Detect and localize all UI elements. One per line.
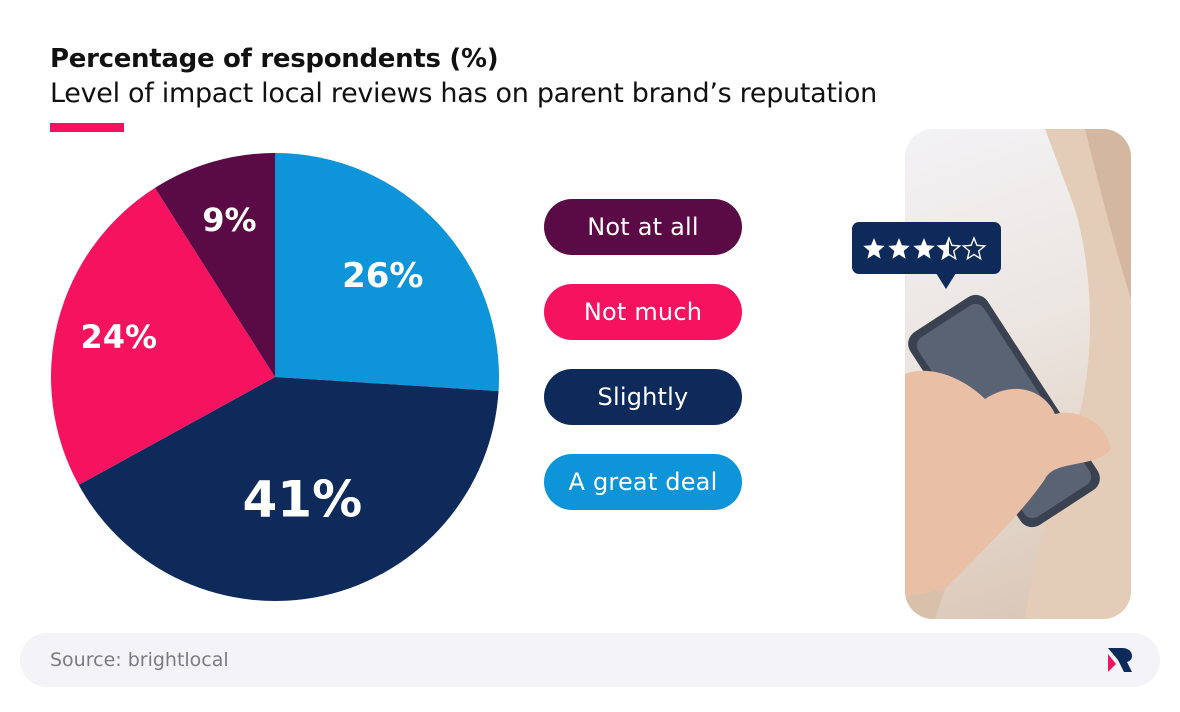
hair-shape (1085, 129, 1131, 299)
footer-bar: Source: brightlocal (20, 633, 1160, 687)
bubble-tail (936, 273, 956, 289)
star-full-icon (887, 238, 910, 259)
pie-slice-a-great-deal (275, 153, 499, 392)
legend-item-slightly: Slightly (544, 369, 742, 425)
legend-item-not-at-all: Not at all (544, 199, 742, 255)
sleeve-shape (905, 589, 945, 619)
star-full-icon (912, 238, 935, 259)
star-full-icon (862, 238, 885, 259)
sweater-shape (1025, 129, 1131, 619)
pie-slice-slightly (78, 377, 499, 601)
brightlocal-logo-icon (1108, 648, 1132, 672)
legend-item-not-much: Not much (544, 284, 742, 340)
pie-label-not-at-all: 9% (202, 201, 256, 239)
hand-holding-phone-photo (905, 129, 1131, 619)
source-text: Source: brightlocal (50, 649, 229, 671)
chart-title: Percentage of respondents (%) (50, 44, 499, 74)
pie-chart: 26% 41% 24% 9% (51, 153, 499, 601)
star-rating-icon (862, 237, 985, 260)
pie-label-slightly: 41% (243, 470, 363, 528)
pie-label-a-great-deal: 26% (342, 256, 423, 296)
accent-bar (50, 123, 124, 132)
chart-subtitle: Level of impact local reviews has on par… (50, 78, 877, 109)
hand-shape (905, 370, 1111, 597)
star-half-icon (937, 237, 960, 260)
pie-label-not-much: 24% (80, 318, 157, 356)
review-rating-bubble (852, 222, 1001, 289)
legend-item-a-great-deal: A great deal (544, 454, 742, 510)
pie-slice-not-at-all (154, 153, 275, 377)
pie-slice-not-much (51, 187, 275, 485)
photo-illustration (905, 129, 1131, 619)
star-empty-icon (962, 237, 985, 260)
